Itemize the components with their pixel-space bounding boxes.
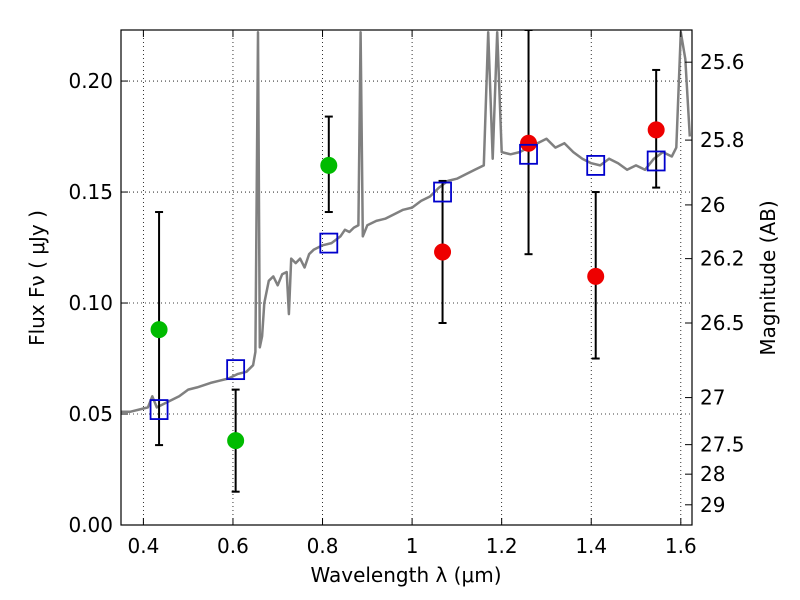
green-data-point (150, 321, 168, 339)
blue-model-square (646, 150, 666, 172)
y-tick-label: 0.15 (68, 180, 113, 204)
right-tick-label: 29 (700, 493, 725, 517)
blue-model-square (586, 155, 606, 176)
x-tick-label: 0.8 (307, 534, 339, 558)
y-axis-label: Flux Fν ( μJy ) (25, 210, 49, 346)
right-tick-label: 26.2 (700, 247, 745, 271)
right-axis-label: Magnitude (AB) (756, 200, 780, 355)
red-data-point (520, 134, 538, 152)
right-tick-label: 26 (700, 193, 725, 217)
x-tick-label: 0.6 (217, 534, 249, 558)
right-tick-label: 27 (700, 386, 725, 410)
data-markers (149, 121, 666, 450)
green-data-point (227, 432, 245, 450)
y-tick-label: 0.20 (68, 69, 113, 93)
x-tick-label: 1.6 (665, 534, 697, 558)
x-axis-label: Wavelength λ (μm) (310, 563, 501, 587)
right-tick-label: 27.5 (700, 433, 745, 457)
x-tick-label: 1 (406, 534, 419, 558)
x-tick-label: 0.4 (127, 534, 159, 558)
plot-frame (120, 29, 693, 526)
blue-model-square (519, 143, 538, 165)
green-data-point (320, 156, 338, 174)
red-data-point (587, 267, 605, 285)
y-tick-label: 0.05 (68, 402, 113, 426)
plot-background (121, 30, 692, 525)
y-tick-label: 0.00 (68, 513, 113, 537)
blue-model-square (149, 399, 169, 420)
right-tick-label: 26.5 (700, 311, 745, 335)
axis-ticks: 0.4 0.6 0.8 1 1.2 1.4 1.6 0.00 0.05 0.10 0.15 0.20 2… (68, 30, 745, 558)
blue-model-square (433, 181, 452, 203)
right-tick-label: 28 (700, 462, 725, 486)
x-tick-label: 1.4 (575, 534, 607, 558)
right-tick-label: 25.8 (700, 128, 745, 152)
right-tick-label: 25.6 (700, 50, 745, 74)
red-data-point (647, 121, 665, 139)
y-tick-label: 0.10 (68, 291, 113, 315)
blue-model-square (319, 232, 339, 254)
x-tick-label: 1.2 (486, 534, 518, 558)
red-data-point (434, 243, 452, 261)
blue-model-square (226, 359, 246, 381)
